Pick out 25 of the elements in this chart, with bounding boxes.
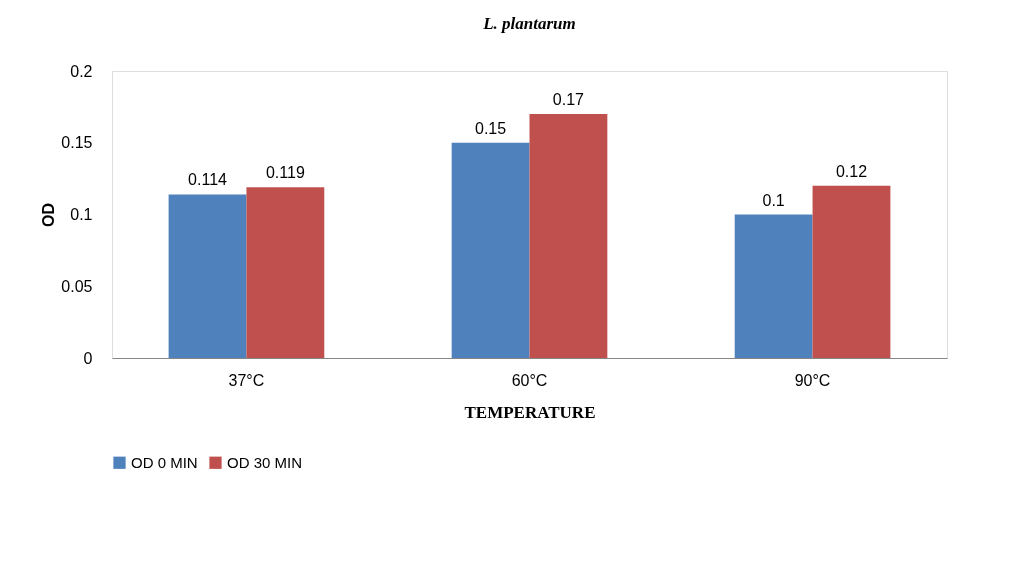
y-tick-label: 0	[83, 349, 93, 367]
y-tick-label: 0.15	[61, 134, 93, 152]
data-label: 0.15	[475, 119, 507, 137]
legend-label: OD 30 MIN	[227, 453, 303, 471]
bar	[451, 142, 530, 358]
data-label: 0.114	[188, 171, 228, 189]
x-tick-label: 60°C	[511, 371, 548, 389]
x-axis-title: TEMPERATURE	[464, 402, 596, 422]
y-tick-label: 0.1	[70, 206, 93, 223]
bar	[246, 187, 325, 358]
chart-title: L. plantarum	[482, 14, 576, 33]
data-label: 0.17	[552, 91, 585, 109]
bar	[168, 194, 247, 358]
y-axis-title: OD	[40, 203, 58, 227]
bar	[529, 114, 608, 358]
data-label: 0.12	[835, 162, 868, 180]
bar	[734, 214, 813, 358]
x-tick-label: 37°C	[228, 371, 265, 389]
y-tick-label: 0.2	[70, 62, 93, 80]
data-label: 0.119	[265, 164, 305, 182]
x-tick-label: 90°C	[794, 371, 831, 389]
bar	[812, 185, 891, 358]
y-tick-label: 0.05	[61, 277, 93, 295]
data-label: 0.1	[762, 191, 785, 209]
legend-label: OD 0 MIN	[131, 453, 198, 471]
